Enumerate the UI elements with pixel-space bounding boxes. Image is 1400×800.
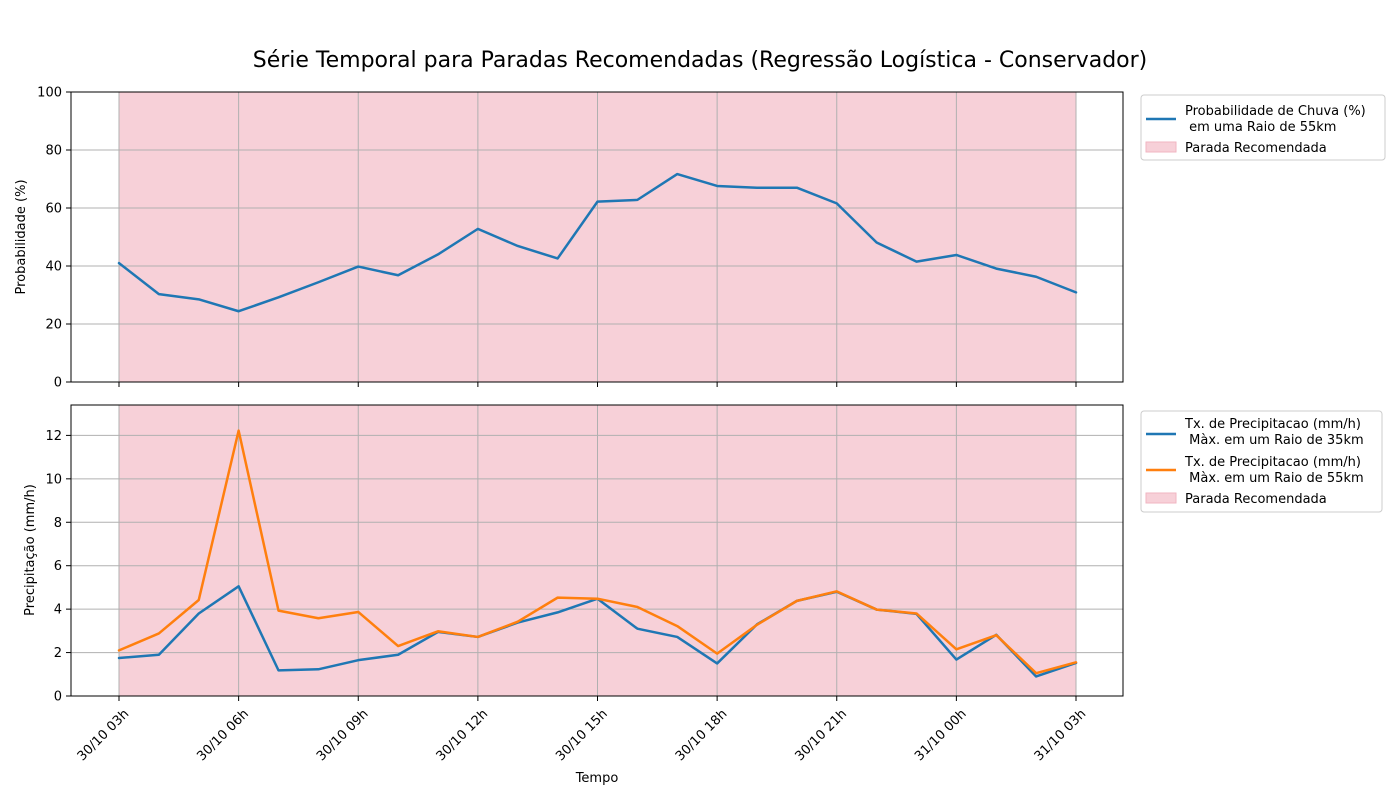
legend-precip-35km-label-line1: Tx. de Precipitacao (mm/h): [1184, 417, 1361, 432]
x-tick-label: 31/10 03h: [1032, 707, 1090, 765]
x-tick-label: 30/10 09h: [314, 707, 372, 765]
precipitation-y-tick-label: 0: [54, 690, 62, 705]
x-tick-label: 30/10 21h: [792, 707, 850, 765]
legend-precip-35km-label-line2: Màx. em um Raio de 35km: [1185, 433, 1364, 448]
precipitation-y-tick-label: 4: [54, 603, 62, 618]
precipitation-x-ticks: 30/10 03h 30/10 06h 30/10 09h 30/10 12h 30/1…: [75, 696, 1090, 765]
probability-chart: 0 20 40 60 80 100 Probabilidade (%): [14, 86, 1124, 391]
legend-probability-shade-label: Parada Recomendada: [1185, 141, 1327, 156]
x-axis-label: Tempo: [575, 771, 619, 786]
legend-precip-shade-swatch: [1145, 492, 1177, 504]
legend-probability-label-line2: em uma Raio de 55km: [1185, 120, 1336, 135]
probability-y-tick-label: 100: [37, 86, 62, 101]
legend-probability-shade-swatch: [1145, 141, 1177, 153]
precipitation-y-axis-label: Precipitação (mm/h): [23, 484, 38, 616]
probability-y-ticks: 0 20 40 60 80 100: [37, 86, 71, 391]
precipitation-y-ticks: 0 2 4 6 8 10 12: [45, 429, 71, 705]
precipitation-y-tick-label: 8: [54, 516, 62, 531]
precipitation-legend-box: [1140, 410, 1383, 513]
probability-y-tick-label: 0: [54, 376, 62, 391]
legend-probability-label-line1: Probabilidade de Chuva (%): [1185, 104, 1366, 119]
probability-legend: Probabilidade de Chuva (%) em uma Raio d…: [1140, 94, 1386, 161]
x-tick-label: 31/10 00h: [912, 707, 970, 765]
x-tick-label: 30/10 18h: [673, 707, 731, 765]
precipitation-y-tick-label: 10: [45, 472, 62, 487]
probability-x-ticks: [118, 382, 1077, 387]
x-tick-label: 30/10 12h: [434, 707, 492, 765]
precipitation-legend: Tx. de Precipitacao (mm/h) Màx. em um Ra…: [1140, 410, 1383, 513]
precipitation-y-tick-label: 12: [45, 429, 62, 444]
precipitation-lines: [117, 429, 1078, 678]
legend-precip-55km-label-line2: Màx. em um Raio de 55km: [1185, 471, 1364, 486]
probability-y-tick-label: 40: [45, 260, 62, 275]
legend-precip-55km-label-line1: Tx. de Precipitacao (mm/h): [1184, 455, 1361, 470]
probability-y-tick-label: 20: [45, 318, 62, 333]
probability-y-axis-label: Probabilidade (%): [14, 179, 29, 294]
probability-lines: [117, 172, 1078, 313]
x-tick-label: 30/10 03h: [75, 707, 133, 765]
probability-y-tick-label: 80: [45, 144, 62, 159]
probability-legend-box: [1140, 94, 1386, 161]
precipitation-y-tick-label: 6: [54, 559, 62, 574]
precipitation-y-tick-label: 2: [54, 646, 62, 661]
x-tick-label: 30/10 15h: [553, 707, 611, 765]
probability-series-line-1: [117, 172, 1078, 313]
legend-precip-shade-label: Parada Recomendada: [1185, 492, 1327, 507]
x-tick-label: 30/10 06h: [194, 707, 252, 765]
probability-y-tick-label: 60: [45, 202, 62, 217]
figure-title: Série Temporal para Paradas Recomendadas…: [253, 48, 1148, 73]
precipitation-series-line-2: [117, 429, 1078, 675]
